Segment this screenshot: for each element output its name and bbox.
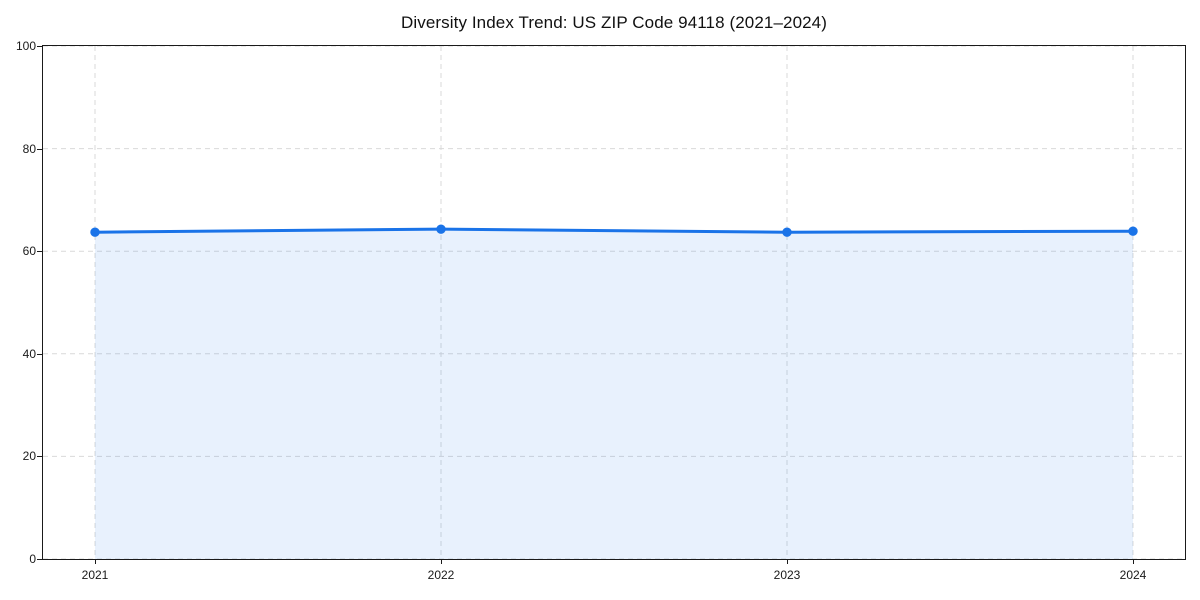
- data-point-marker: [782, 227, 792, 237]
- y-tick-label: 0: [29, 552, 36, 566]
- x-axis-tick: [1133, 559, 1134, 564]
- y-tick-label: 100: [15, 39, 36, 53]
- x-tick-label: 2022: [427, 568, 455, 582]
- trend-line-chart: [43, 46, 1185, 559]
- trend-line: [93, 227, 1135, 234]
- y-axis-tick: [37, 456, 42, 458]
- area-fill: [95, 229, 1133, 559]
- y-axis-tick: [37, 148, 42, 150]
- y-axis-tick: [37, 353, 42, 355]
- x-tick-label: 2023: [773, 568, 801, 582]
- x-axis-tick: [95, 559, 96, 564]
- x-axis-tick: [441, 559, 442, 564]
- y-tick-label: 40: [22, 346, 36, 361]
- data-point-marker: [1128, 226, 1138, 236]
- x-axis-tick: [787, 559, 788, 564]
- chart-title: Diversity Index Trend: US ZIP Code 94118…: [400, 13, 828, 32]
- y-tick-label: 20: [22, 449, 36, 464]
- x-tick-label: 2024: [1119, 568, 1147, 582]
- data-point-marker: [90, 227, 100, 237]
- data-point-marker: [436, 224, 446, 234]
- plot-area: [42, 45, 1186, 560]
- y-tick-label: 80: [22, 141, 36, 156]
- y-axis-tick: [37, 559, 42, 560]
- y-tick-label: 60: [22, 244, 36, 259]
- y-axis-tick: [37, 251, 42, 253]
- x-tick-label: 2021: [81, 568, 109, 582]
- y-axis-tick: [37, 46, 42, 47]
